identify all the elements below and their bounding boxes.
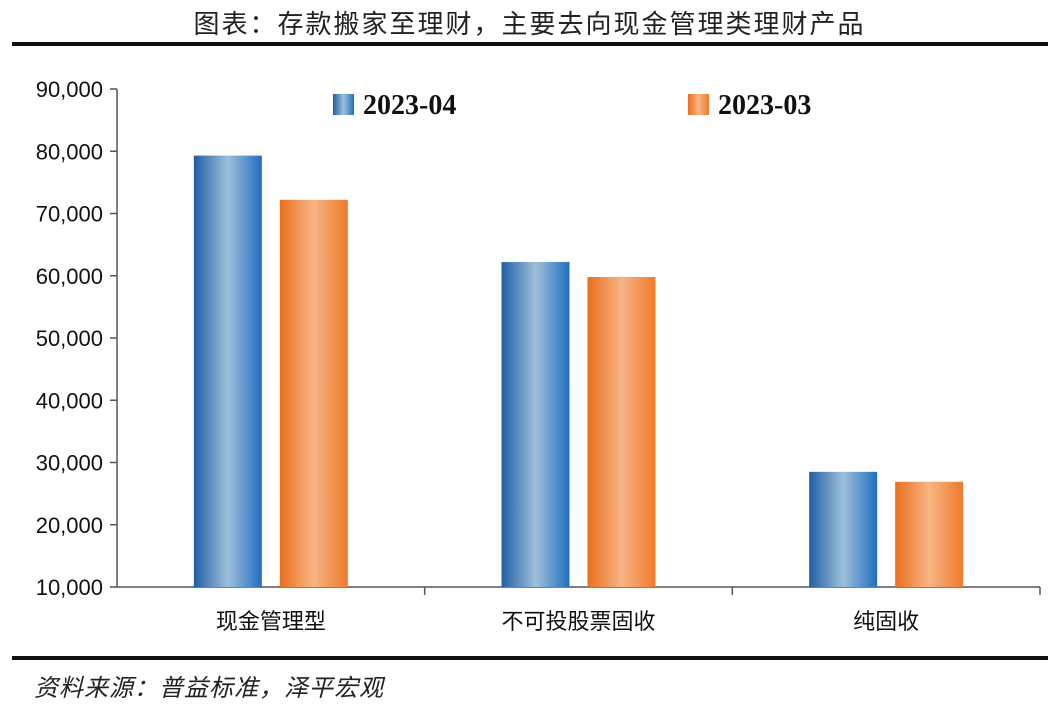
bar-2023-04-2 bbox=[809, 471, 878, 587]
source-note: 资料来源：普益标准，泽平宏观 bbox=[34, 674, 384, 702]
bar-2023-04-0 bbox=[193, 155, 262, 588]
top-divider bbox=[12, 42, 1048, 46]
y-tick-label: 10,000 bbox=[36, 575, 103, 600]
bar-2023-04-1 bbox=[501, 262, 570, 587]
y-tick-label: 70,000 bbox=[36, 202, 103, 227]
x-tick-label: 不可投股票固收 bbox=[501, 610, 655, 635]
bottom-divider bbox=[12, 656, 1048, 660]
legend-swatch-1 bbox=[688, 94, 709, 115]
y-tick-label: 90,000 bbox=[36, 77, 103, 102]
legend-swatch-0 bbox=[333, 94, 354, 115]
y-tick-label: 30,000 bbox=[36, 451, 103, 476]
bar-2023-03-0 bbox=[279, 199, 348, 587]
y-tick-label: 20,000 bbox=[36, 513, 103, 538]
page-title: 图表：存款搬家至理财，主要去向现金管理类理财产品 bbox=[193, 10, 866, 40]
bar-2023-03-1 bbox=[587, 276, 656, 587]
y-tick-label: 40,000 bbox=[36, 388, 103, 413]
bar-chart: 10,000 20,000 30,000 40,000 50,000 60,000 70,0… bbox=[36, 77, 1041, 635]
y-tick-label: 50,000 bbox=[36, 326, 103, 351]
y-tick-label: 60,000 bbox=[36, 264, 103, 289]
bar-2023-03-2 bbox=[895, 481, 964, 587]
legend-label-0: 2023-04 bbox=[363, 90, 456, 121]
x-tick-label: 现金管理型 bbox=[216, 610, 326, 635]
x-tick-label: 纯固收 bbox=[853, 610, 919, 635]
y-tick-label: 80,000 bbox=[36, 139, 103, 164]
legend-label-1: 2023-03 bbox=[718, 90, 811, 121]
